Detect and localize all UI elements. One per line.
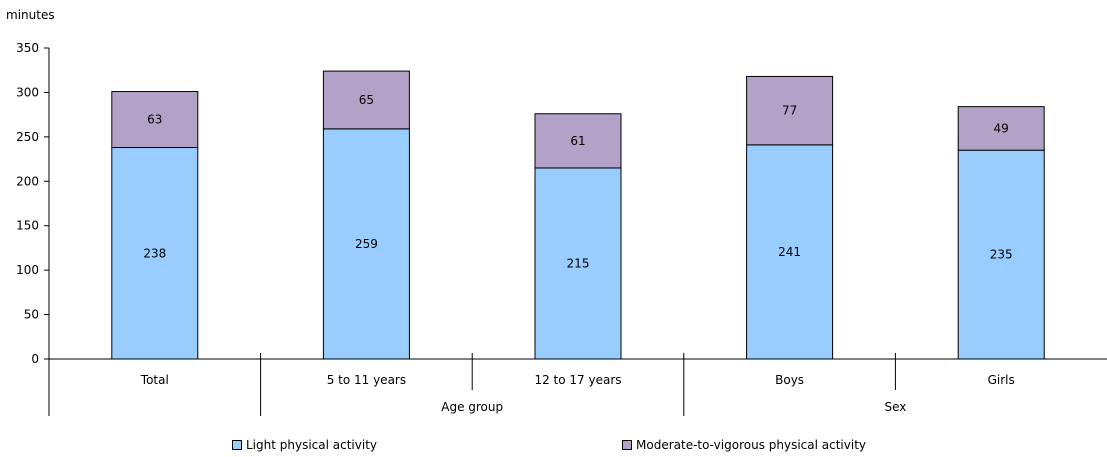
legend-item-mvpa: Moderate-to-vigorous physical activity [622,438,866,452]
bar-segment-light [111,147,199,360]
data-label-mvpa: 77 [782,104,797,118]
data-label-mvpa: 49 [994,121,1009,135]
bar-segment-mvpa [111,91,199,149]
y-tick-label: 0 [31,352,39,366]
y-axis-label: minutes [6,8,55,22]
y-tick-label: 100 [16,263,39,277]
x-category-label: 5 to 11 years [327,373,406,387]
x-category-label: Boys [775,373,804,387]
data-label-mvpa: 65 [359,93,374,107]
y-tick-label: 350 [16,41,39,55]
y-tick-label: 200 [16,174,39,188]
y-tick-label: 300 [16,85,39,99]
data-label-light: 238 [143,246,166,260]
stacked-bar-chart: minutes 0 50 100 150 200 250 300 350 238 63 259 65… [6,8,1107,416]
x-group-label: Sex [884,400,906,414]
data-label-light: 259 [355,237,378,251]
data-label-light: 235 [990,248,1013,262]
legend-label-light: Light physical activity [246,438,378,452]
data-label-mvpa: 63 [147,113,162,127]
x-category-label: Total [140,373,169,387]
y-axis: 0 50 100 150 200 250 300 350 [16,41,50,366]
x-axis: Total 5 to 11 years 12 to 17 years Boys Girl… [48,353,1107,416]
bar-segment-mvpa [957,106,1045,151]
x-category-label: Girls [988,373,1015,387]
legend-swatch-light [232,440,242,450]
bar-segment-light [957,149,1045,360]
legend-swatch-mvpa [622,440,632,450]
y-tick-label: 150 [16,219,39,233]
bars: 238 63 259 65 215 61 241 77 235 49 [111,70,1045,360]
x-category-label: 12 to 17 years [534,373,621,387]
y-tick-label: 50 [24,308,39,322]
data-label-light: 215 [567,256,590,270]
bar-segment-mvpa [746,75,834,146]
data-label-mvpa: 61 [570,134,585,148]
y-tick-label: 250 [16,130,39,144]
bar-segment-mvpa [534,113,622,169]
data-label-light: 241 [778,245,801,259]
legend-label-mvpa: Moderate-to-vigorous physical activity [636,438,866,452]
x-group-label: Age group [441,400,503,414]
legend-item-light: Light physical activity [232,438,377,452]
bar-segment-mvpa [322,70,410,130]
